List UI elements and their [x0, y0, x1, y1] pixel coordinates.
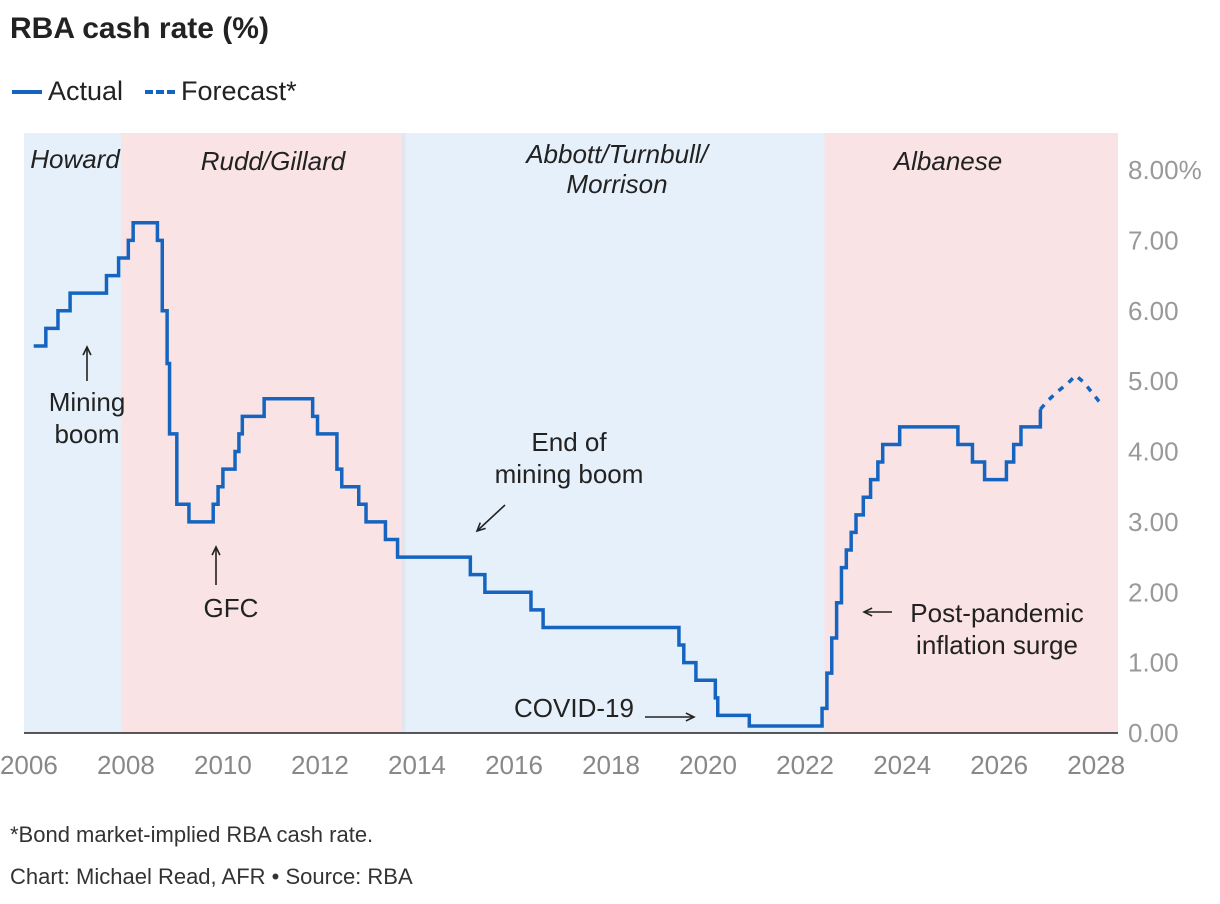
- annotation-mining-boom-0: Mining: [49, 387, 126, 417]
- y-tick-label-7: 7.00: [1128, 225, 1179, 255]
- y-tick-label-0: 0.00: [1128, 718, 1179, 748]
- period-band-2: [402, 133, 825, 733]
- period-label-0-0: Howard: [30, 144, 121, 174]
- annotation-gfc-0: GFC: [204, 593, 259, 623]
- x-tick-label-6: 2018: [582, 750, 640, 780]
- period-label-1-0: Rudd/Gillard: [201, 146, 347, 176]
- x-tick-label-0: 2006: [0, 750, 58, 780]
- period-label-3-0: Albanese: [892, 146, 1002, 176]
- legend: Actual Forecast*: [12, 76, 319, 107]
- x-tick-label-11: 2028: [1067, 750, 1125, 780]
- x-tick-label-3: 2012: [291, 750, 349, 780]
- series-line-forecast: [1039, 373, 1105, 411]
- y-tick-label-3: 3.00: [1128, 507, 1179, 537]
- y-tick-label-6: 6.00: [1128, 296, 1179, 326]
- y-tick-label-2: 2.00: [1128, 577, 1179, 607]
- line-chart: Howard Rudd/Gillard Abbott/Turnbull/Morris…: [0, 133, 1202, 780]
- footnote: *Bond market-implied RBA cash rate.: [10, 822, 374, 847]
- x-tick-label-9: 2024: [873, 750, 931, 780]
- legend-item-forecast: Forecast*: [145, 76, 297, 107]
- period-label-2-0: Abbott/Turnbull/: [524, 139, 710, 169]
- series-line-actual: [33, 221, 1043, 728]
- legend-label-forecast: Forecast*: [181, 76, 297, 106]
- period-band-0: [24, 133, 122, 733]
- legend-item-actual: Actual: [12, 76, 123, 107]
- arrow-gfc-head: [211, 545, 221, 556]
- annotation-covid-0: COVID-19: [514, 693, 634, 723]
- period-divider: [401, 133, 406, 733]
- y-tick-label-8: 8.00%: [1128, 155, 1202, 185]
- period-band-1: [121, 133, 403, 733]
- source-credit: Chart: Michael Read, AFR • Source: RBA: [10, 864, 413, 889]
- x-tick-label-8: 2022: [776, 750, 834, 780]
- x-tick-label-10: 2026: [970, 750, 1028, 780]
- arrow-end-mining-boom-shaft: [476, 504, 506, 532]
- legend-swatch-solid: [12, 89, 42, 94]
- x-tick-label-5: 2016: [485, 750, 543, 780]
- period-label-2-1: Morrison: [566, 169, 667, 199]
- y-tick-label-4: 4.00: [1128, 437, 1179, 467]
- annotation-post-pandemic-0: Post-pandemic: [910, 598, 1083, 628]
- x-tick-label-2: 2010: [194, 750, 252, 780]
- x-tick-label-7: 2020: [679, 750, 737, 780]
- arrow-mining-boom-head: [82, 345, 92, 356]
- annotation-post-pandemic-1: inflation surge: [916, 630, 1078, 660]
- legend-label-actual: Actual: [48, 76, 124, 106]
- chart-title: RBA cash rate (%): [10, 12, 269, 45]
- y-tick-label-1: 1.00: [1128, 648, 1179, 678]
- annotation-end-mining-boom-1: mining boom: [495, 459, 644, 489]
- arrow-end-mining-boom-head: [475, 522, 486, 533]
- annotation-end-mining-boom-0: End of: [531, 427, 607, 457]
- legend-swatch-dashed: [145, 89, 176, 94]
- arrow-covid-head: [685, 712, 696, 722]
- x-tick-label-4: 2014: [388, 750, 446, 780]
- annotation-mining-boom-1: boom: [54, 419, 119, 449]
- y-tick-label-5: 5.00: [1128, 366, 1179, 396]
- period-band-3: [824, 133, 1118, 733]
- arrow-post-pandemic-head: [862, 607, 873, 617]
- x-tick-label-1: 2008: [97, 750, 155, 780]
